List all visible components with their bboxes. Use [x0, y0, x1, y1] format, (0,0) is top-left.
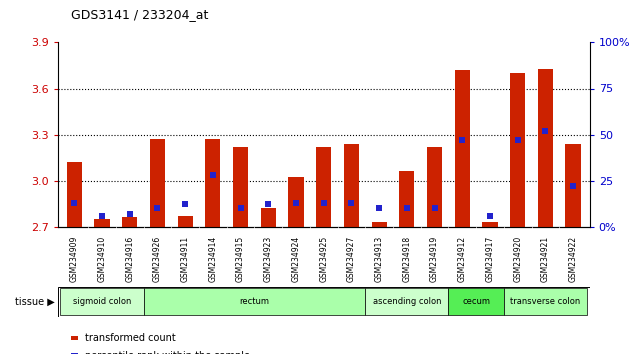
- Text: GSM234924: GSM234924: [292, 236, 301, 282]
- FancyBboxPatch shape: [504, 288, 587, 315]
- Bar: [565, 144, 581, 227]
- FancyBboxPatch shape: [365, 288, 449, 315]
- Bar: [427, 147, 442, 227]
- Text: GSM234916: GSM234916: [125, 236, 134, 282]
- Bar: [122, 217, 137, 227]
- Text: GSM234927: GSM234927: [347, 236, 356, 282]
- Bar: [344, 144, 359, 227]
- Bar: [538, 69, 553, 227]
- Text: GSM234911: GSM234911: [181, 236, 190, 282]
- Text: GSM234919: GSM234919: [430, 236, 439, 282]
- Text: ascending colon: ascending colon: [372, 297, 441, 306]
- Text: GSM234910: GSM234910: [97, 236, 106, 282]
- Text: GSM234914: GSM234914: [208, 236, 217, 282]
- Text: GSM234922: GSM234922: [569, 236, 578, 282]
- Text: tissue ▶: tissue ▶: [15, 297, 54, 307]
- Text: GSM234923: GSM234923: [264, 236, 273, 282]
- Bar: [178, 216, 193, 227]
- Bar: [454, 70, 470, 227]
- Bar: [261, 208, 276, 227]
- Text: GSM234921: GSM234921: [541, 236, 550, 282]
- Text: GSM234912: GSM234912: [458, 236, 467, 282]
- Text: GSM234913: GSM234913: [374, 236, 383, 282]
- Bar: [94, 219, 110, 227]
- FancyBboxPatch shape: [58, 287, 590, 317]
- Bar: [399, 171, 415, 227]
- FancyBboxPatch shape: [60, 288, 144, 315]
- Bar: [233, 147, 248, 227]
- FancyBboxPatch shape: [449, 288, 504, 315]
- Text: GSM234917: GSM234917: [485, 236, 494, 282]
- Text: GSM234915: GSM234915: [236, 236, 245, 282]
- Bar: [482, 222, 497, 227]
- Bar: [150, 139, 165, 227]
- Text: GSM234926: GSM234926: [153, 236, 162, 282]
- Bar: [288, 177, 304, 227]
- Text: rectum: rectum: [240, 297, 269, 306]
- Text: GDS3141 / 233204_at: GDS3141 / 233204_at: [71, 8, 208, 21]
- Text: GSM234920: GSM234920: [513, 236, 522, 282]
- Bar: [205, 139, 221, 227]
- Text: GSM234918: GSM234918: [403, 236, 412, 282]
- Text: cecum: cecum: [462, 297, 490, 306]
- Text: GSM234909: GSM234909: [70, 236, 79, 282]
- FancyBboxPatch shape: [144, 288, 365, 315]
- Text: GSM234925: GSM234925: [319, 236, 328, 282]
- Text: percentile rank within the sample: percentile rank within the sample: [85, 351, 249, 354]
- Text: transverse colon: transverse colon: [510, 297, 581, 306]
- Bar: [372, 222, 387, 227]
- Bar: [316, 147, 331, 227]
- Bar: [510, 73, 525, 227]
- Bar: [67, 162, 82, 227]
- Text: transformed count: transformed count: [85, 333, 176, 343]
- Text: sigmoid colon: sigmoid colon: [73, 297, 131, 306]
